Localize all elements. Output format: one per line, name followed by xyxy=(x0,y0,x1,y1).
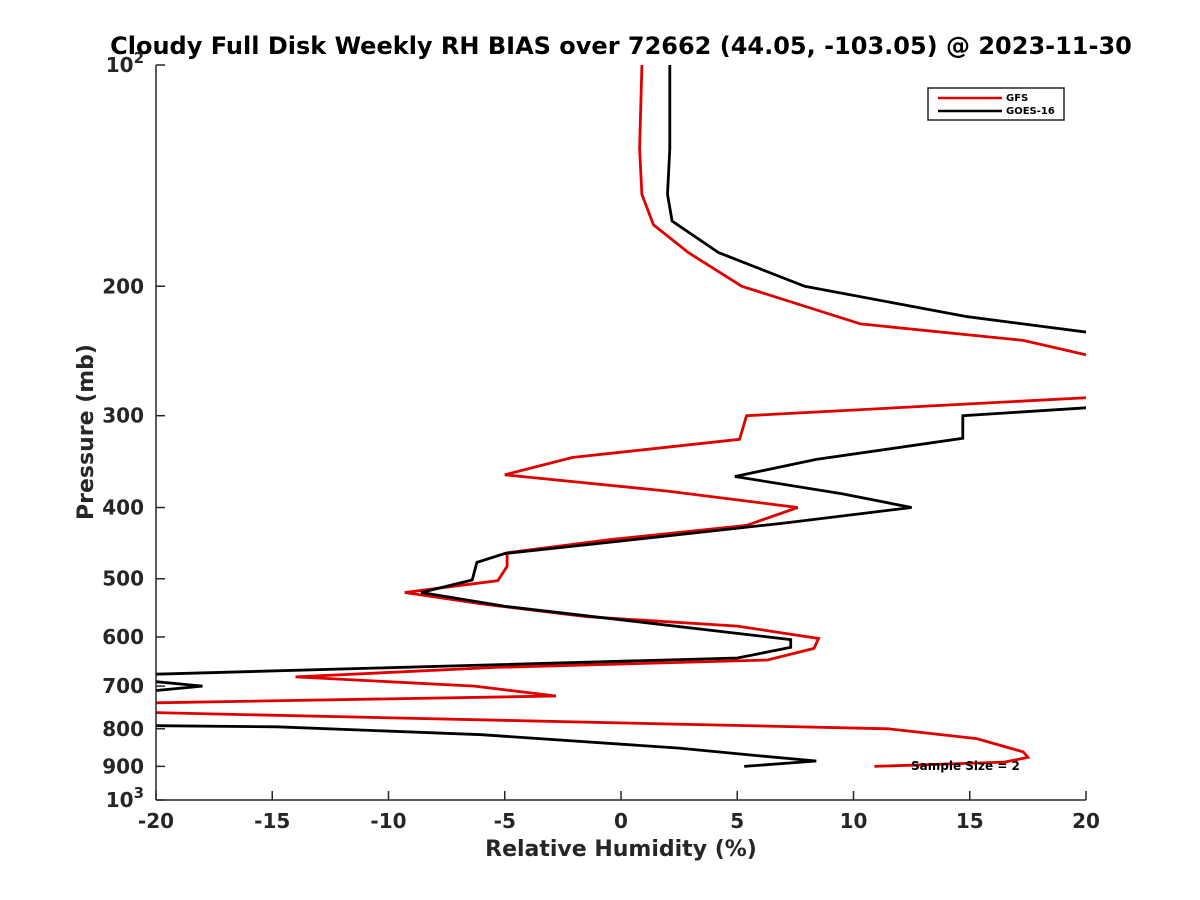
y-tick-label: 400 xyxy=(102,496,144,520)
x-tick-label: -5 xyxy=(494,809,516,833)
y-tick-label: 600 xyxy=(102,625,144,649)
x-tick-label: 10 xyxy=(840,809,868,833)
y-ticks: 102 200 300 400 500 600 700 800 900 103 xyxy=(102,49,165,812)
x-ticks: -20 -15 -10 -5 0 5 10 15 20 xyxy=(138,791,1100,833)
series-line-goes16 xyxy=(156,65,1086,768)
legend: GFS GOES-16 xyxy=(927,87,1065,121)
y-tick-label: 900 xyxy=(102,754,144,778)
x-tick-label: 15 xyxy=(956,809,984,833)
x-tick-label: 5 xyxy=(730,809,744,833)
legend-box xyxy=(927,87,1065,121)
legend-label-gfs: GFS xyxy=(1006,93,1028,104)
x-tick-label: -20 xyxy=(138,809,174,833)
y-axis-label: Pressure (mb) xyxy=(74,344,99,520)
y-tick-label: 103 xyxy=(106,784,144,812)
series-layer xyxy=(156,65,1086,768)
y-tick-label: 300 xyxy=(102,404,144,428)
y-tick-label: 800 xyxy=(102,717,144,741)
y-tick-label: 700 xyxy=(102,674,144,698)
x-tick-label: 20 xyxy=(1072,809,1100,833)
y-tick-label: 102 xyxy=(106,49,144,77)
sample-size-annotation: Sample Size = 2 xyxy=(911,759,1020,773)
chart-title: Cloudy Full Disk Weekly RH BIAS over 726… xyxy=(110,32,1132,60)
x-axis-label: Relative Humidity (%) xyxy=(485,837,757,862)
y-tick-label: 200 xyxy=(102,274,144,298)
legend-label-goes16: GOES-16 xyxy=(1006,106,1055,117)
y-tick-label: 500 xyxy=(102,567,144,591)
x-tick-label: -15 xyxy=(254,809,290,833)
series-line-gfs xyxy=(156,65,1086,768)
x-tick-label: 0 xyxy=(614,809,628,833)
x-tick-label: -10 xyxy=(370,809,406,833)
